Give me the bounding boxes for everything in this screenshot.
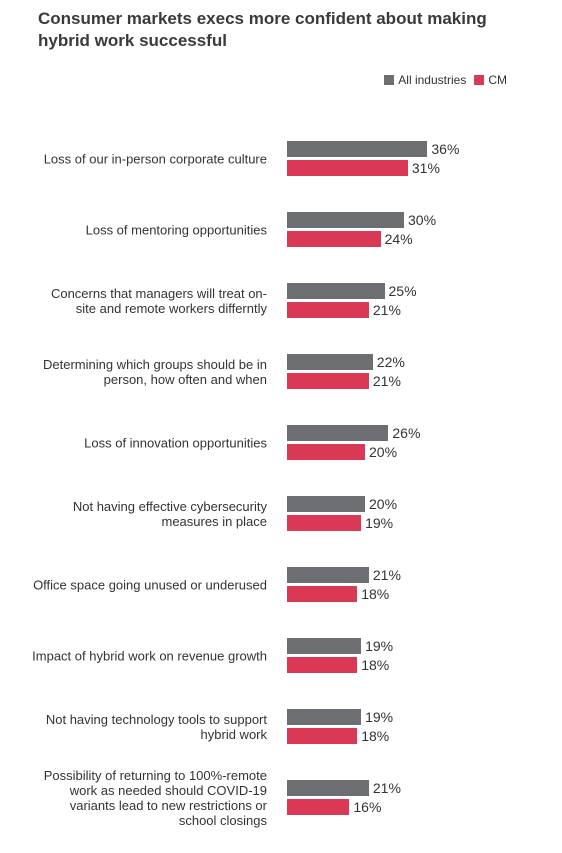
bar [287, 780, 369, 796]
value-label: 20% [369, 496, 398, 512]
value-label: 31% [411, 160, 440, 176]
category-label: Not having technology tools to support h… [45, 711, 267, 742]
bar [287, 799, 350, 815]
bar [287, 425, 389, 441]
value-label: 30% [408, 212, 437, 228]
value-label: 19% [365, 638, 394, 654]
value-label: 21% [372, 780, 401, 796]
value-label: 19% [365, 709, 394, 725]
value-label: 18% [361, 657, 390, 673]
bar [287, 444, 365, 460]
value-label: 21% [372, 302, 401, 318]
value-label: 21% [372, 567, 401, 583]
value-label: 20% [369, 444, 398, 460]
bar [287, 283, 385, 299]
bar [287, 515, 362, 531]
legend: All industries CM [384, 73, 507, 87]
bar [287, 212, 404, 228]
bar [287, 567, 369, 583]
category-label: Loss of our in-person corporate culture [43, 151, 267, 166]
category-label: Loss of mentoring opportunities [85, 222, 267, 237]
legend-label: CM [488, 73, 507, 87]
bar [287, 141, 428, 157]
value-label: 36% [431, 141, 460, 157]
value-label: 22% [376, 354, 405, 370]
category-label: Impact of hybrid work on revenue growth [32, 648, 267, 663]
legend-label: All industries [398, 73, 467, 87]
value-label: 16% [353, 799, 382, 815]
category-label: Office space going unused or underused [33, 577, 267, 592]
value-label: 25% [388, 283, 417, 299]
value-label: 21% [372, 373, 401, 389]
legend-item: All industries [384, 73, 466, 87]
bar [287, 657, 358, 673]
category-label: Not having effective cybersecurity measu… [72, 498, 267, 529]
bar [287, 231, 381, 247]
bar [287, 373, 369, 389]
category-label: Determining which groups should be in pe… [42, 356, 267, 387]
legend-item: CM [474, 73, 507, 87]
bar [287, 496, 365, 512]
value-label: 18% [361, 586, 390, 602]
category-label: Loss of innovation opportunities [84, 435, 267, 450]
legend-swatch [384, 75, 395, 85]
bar [287, 638, 362, 654]
value-label: 26% [392, 425, 421, 441]
category-label: Possibility of returning to 100%-remote … [43, 767, 267, 828]
bar [287, 160, 408, 176]
value-label: 24% [384, 231, 413, 247]
bar [287, 302, 369, 318]
value-label: 18% [361, 728, 390, 744]
bar [287, 586, 358, 602]
bar [287, 728, 358, 744]
bar [287, 354, 373, 370]
bar [287, 709, 362, 725]
category-label: Concerns that managers will treat on-sit… [50, 285, 267, 316]
legend-swatch [474, 75, 485, 85]
value-label: 19% [365, 515, 394, 531]
chart-title: Consumer markets execs more confident ab… [38, 9, 487, 50]
